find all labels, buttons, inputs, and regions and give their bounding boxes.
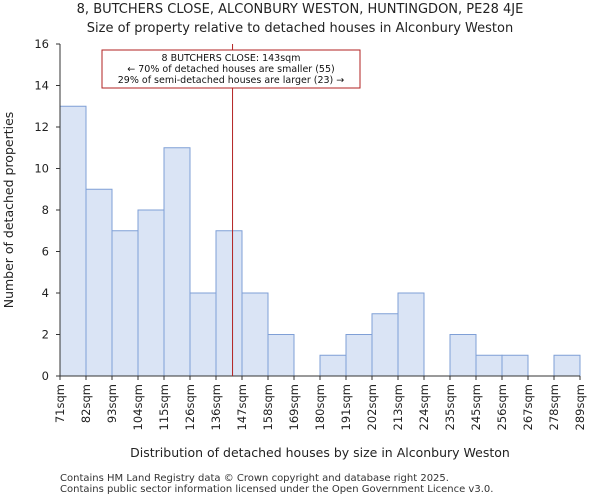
footer-line-1: Contains HM Land Registry data © Crown c… <box>60 473 449 484</box>
x-tick-label-82sqm: 82sqm <box>79 384 93 423</box>
x-tick-label-126sqm: 126sqm <box>183 384 197 430</box>
annotation-box: 8 BUTCHERS CLOSE: 143sqm ← 70% of detach… <box>101 49 361 89</box>
bar-245sqm <box>475 354 503 377</box>
bar-147sqm <box>241 292 269 377</box>
x-tick-label-213sqm: 213sqm <box>391 384 405 430</box>
bar-180sqm <box>319 354 347 377</box>
x-tick-label-191sqm: 191sqm <box>339 384 353 430</box>
y-tick-label-14: 14 <box>34 79 49 93</box>
histogram-chart: 8, BUTCHERS CLOSE, ALCONBURY WESTON, HUN… <box>1 2 587 460</box>
annotation-line-1: 8 BUTCHERS CLOSE: 143sqm <box>162 53 301 64</box>
x-tick-label-104sqm: 104sqm <box>131 384 145 430</box>
bar-104sqm <box>137 209 165 377</box>
y-tick-label-2: 2 <box>42 328 49 342</box>
y-tick-label-16: 16 <box>34 37 49 51</box>
y-tick-label-8: 8 <box>42 203 49 217</box>
x-axis-label: Distribution of detached houses by size … <box>130 445 510 460</box>
x-tick-label-136sqm: 136sqm <box>209 384 223 430</box>
y-tick-label-12: 12 <box>34 120 49 134</box>
bar-115sqm <box>163 147 191 377</box>
y-axis-label: Number of detached properties <box>1 112 16 309</box>
bars-group <box>59 105 581 377</box>
bar-278sqm <box>553 354 581 377</box>
x-tick-label-71sqm: 71sqm <box>53 384 67 423</box>
x-tick-label-289sqm: 289sqm <box>573 384 587 430</box>
x-tick-label-267sqm: 267sqm <box>521 384 535 430</box>
bar-158sqm <box>267 334 295 377</box>
bar-136sqm <box>215 230 243 377</box>
bar-235sqm <box>449 334 477 377</box>
footer-line-2: Contains public sector information licen… <box>60 484 494 495</box>
x-tick-label-147sqm: 147sqm <box>235 384 249 430</box>
bar-191sqm <box>345 334 373 377</box>
x-tick-label-245sqm: 245sqm <box>469 384 483 430</box>
annotation-rect <box>101 49 361 89</box>
bar-82sqm <box>85 188 113 377</box>
bar-256sqm <box>501 354 529 377</box>
bar-213sqm <box>397 292 425 377</box>
x-tick-label-256sqm: 256sqm <box>495 384 509 430</box>
chart-title-line-1: 8, BUTCHERS CLOSE, ALCONBURY WESTON, HUN… <box>77 2 524 17</box>
bar-126sqm <box>189 292 217 377</box>
bar-93sqm <box>111 230 139 377</box>
bar-202sqm <box>371 313 399 377</box>
x-tick-label-158sqm: 158sqm <box>261 384 275 430</box>
x-tick-label-235sqm: 235sqm <box>443 384 457 430</box>
x-tick-label-115sqm: 115sqm <box>157 384 171 430</box>
y-tick-label-6: 6 <box>42 245 49 259</box>
y-tick-label-4: 4 <box>42 286 49 300</box>
x-tick-label-180sqm: 180sqm <box>313 384 327 430</box>
x-ticks-group: 71sqm 82sqm 93sqm 104sqm 115sqm 126sqm 136sqm 1… <box>53 376 587 430</box>
x-tick-label-93sqm: 93sqm <box>105 384 119 423</box>
bar-71sqm <box>59 105 87 377</box>
x-tick-label-278sqm: 278sqm <box>547 384 561 430</box>
y-tick-label-10: 10 <box>34 162 49 176</box>
annotation-line-2: ← 70% of detached houses are smaller (55… <box>127 64 334 75</box>
chart-title-line-2: Size of property relative to detached ho… <box>87 21 513 36</box>
x-tick-label-169sqm: 169sqm <box>287 384 301 430</box>
annotation-line-3: 29% of semi-detached houses are larger (… <box>118 75 345 86</box>
y-tick-label-0: 0 <box>42 369 49 383</box>
x-tick-label-202sqm: 202sqm <box>365 384 379 430</box>
y-ticks-group: 0 2 4 6 8 10 12 14 16 <box>34 37 60 383</box>
x-tick-label-224sqm: 224sqm <box>417 384 431 430</box>
